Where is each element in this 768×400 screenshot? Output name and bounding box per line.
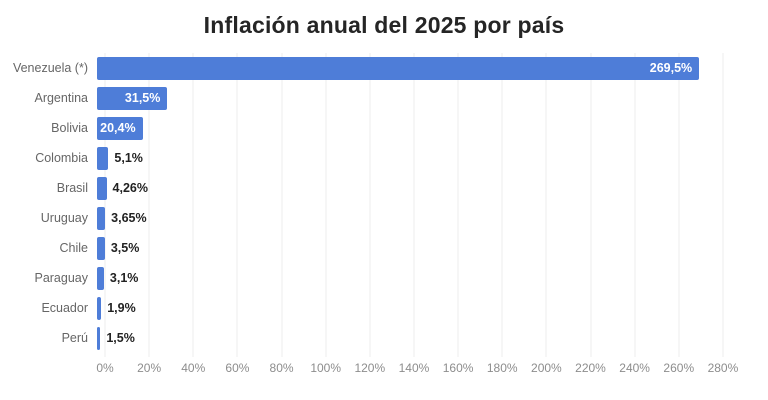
bar-row: Brasil 4,26% [0, 173, 745, 203]
bar-track: 5,1% [97, 146, 745, 170]
x-tick-label: 140% [398, 361, 430, 375]
bar-row: Uruguay 3,65% [0, 203, 745, 233]
bar-track: 1,9% [97, 296, 745, 320]
bar [97, 146, 109, 170]
bar: 20,4% [97, 116, 143, 140]
category-label: Ecuador [41, 301, 88, 315]
bar-row: Argentina 31,5% [0, 83, 745, 113]
x-tick-label: 180% [486, 361, 518, 375]
value-label: 31,5% [124, 91, 161, 105]
bar-track: 3,65% [97, 206, 745, 230]
bar: 31,5% [97, 86, 168, 110]
x-tick-label: 280% [707, 361, 739, 375]
x-tick-label: 120% [354, 361, 386, 375]
bar-track: 3,5% [97, 236, 745, 260]
x-tick-label: 200% [531, 361, 562, 375]
value-label: 3,1% [109, 271, 139, 285]
x-tick-label: 260% [663, 361, 695, 375]
value-label: 20,4% [100, 121, 136, 135]
category-label: Venezuela (*) [12, 61, 88, 75]
bar-track: 3,1% [97, 266, 745, 290]
bar [97, 266, 104, 290]
x-tick-label: 0% [96, 361, 114, 375]
value-label: 1,9% [107, 301, 136, 315]
bar-track: 20,4% [97, 116, 745, 140]
category-label: Bolivia [51, 121, 88, 135]
x-tick-label: 100% [310, 361, 342, 375]
x-tick-label: 40% [181, 361, 206, 375]
value-label: 1,5% [106, 331, 135, 345]
category-label: Colombia [35, 151, 88, 165]
bar-row: Chile 3,5% [0, 233, 745, 263]
x-tick-label: 240% [619, 361, 650, 375]
bar-row: Bolivia 20,4% [0, 113, 745, 143]
value-label: 3,5% [110, 241, 140, 255]
bar [97, 296, 102, 320]
bar [97, 236, 105, 260]
bar [97, 176, 107, 200]
x-tick-label: 220% [575, 361, 606, 375]
bar-row: Venezuela (*) 269,5% [0, 53, 745, 83]
category-label: Argentina [34, 91, 88, 105]
category-label: Uruguay [40, 211, 88, 225]
value-label: 269,5% [649, 61, 693, 75]
bar-track: 31,5% [97, 86, 745, 110]
bar-row: Ecuador 1,9% [0, 293, 745, 323]
x-axis: 0% 20% 40% 60% 80% 100% 120% 140% 160% 180% 200% 22… [96, 353, 745, 381]
bar-row: Perú 1,5% [0, 323, 745, 353]
category-label: Brasil [56, 181, 88, 195]
x-tick-label: 20% [137, 361, 162, 375]
bar-row: Paraguay 3,1% [0, 263, 745, 293]
bar-track: 269,5% [97, 56, 745, 80]
bar-track: 1,5% [97, 326, 745, 350]
category-label: Perú [61, 331, 88, 345]
plot-area: Venezuela (*) 269,5% Argentina 31,5% Bolivia… [0, 53, 745, 385]
bar: 269,5% [97, 56, 700, 80]
x-tick-label: 160% [442, 361, 474, 375]
bar-rows: Venezuela (*) 269,5% Argentina 31,5% Bolivia… [0, 53, 745, 353]
x-tick-label: 60% [225, 361, 250, 375]
bar [97, 326, 101, 350]
bar [97, 206, 106, 230]
bar-row: Colombia 5,1% [0, 143, 745, 173]
x-tick-label: 80% [269, 361, 294, 375]
chart-title: Inflación anual del 2025 por país [203, 12, 565, 38]
category-label: Chile [59, 241, 89, 255]
value-label: 3,65% [111, 211, 147, 225]
value-label: 5,1% [114, 151, 143, 165]
bar-track: 4,26% [97, 176, 745, 200]
value-label: 4,26% [112, 181, 148, 195]
category-label: Paraguay [34, 271, 88, 285]
